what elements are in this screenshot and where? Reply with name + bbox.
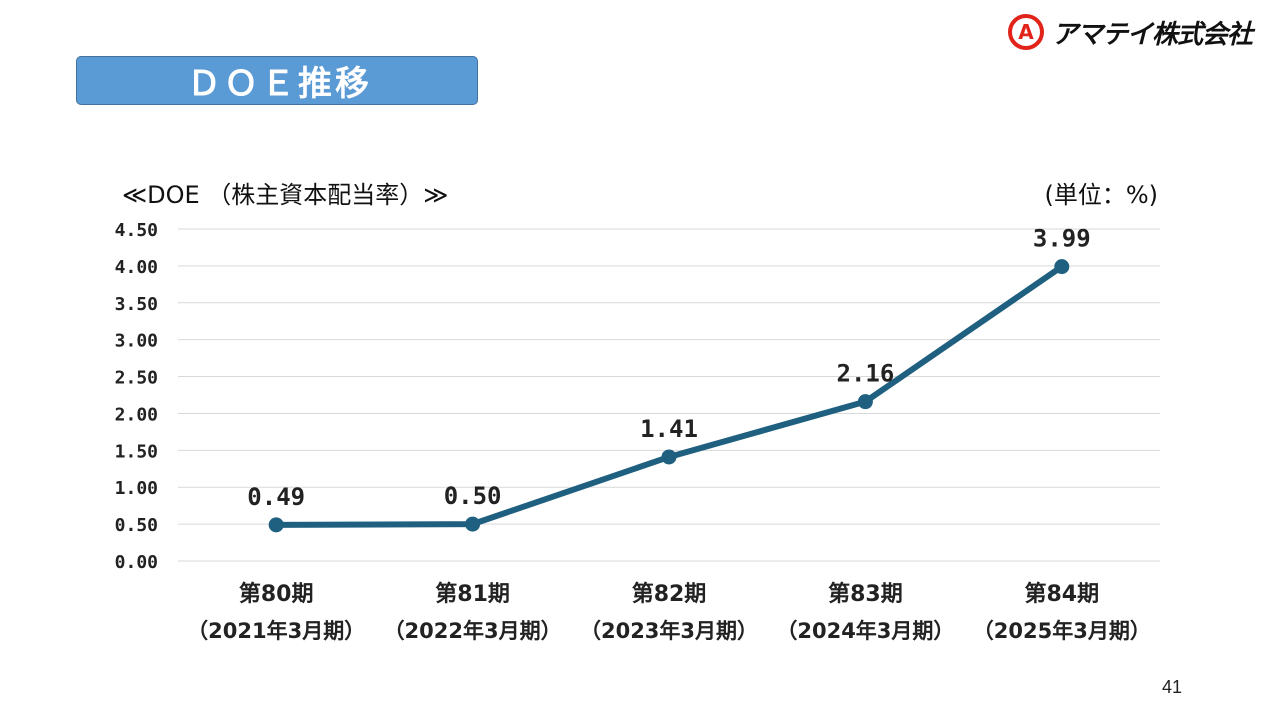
y-tick-label: 1.00 xyxy=(115,478,158,499)
data-point xyxy=(661,449,677,465)
x-category-label: 第80期 xyxy=(239,581,314,607)
data-label: 3.99 xyxy=(1033,225,1091,253)
y-tick-label: 4.50 xyxy=(115,220,158,241)
data-point xyxy=(465,516,481,532)
data-label: 0.49 xyxy=(247,483,305,511)
y-tick-label: 2.00 xyxy=(115,404,158,425)
data-point xyxy=(1054,259,1070,275)
logo-a-icon: A xyxy=(1007,14,1044,50)
y-tick-label: 3.00 xyxy=(115,331,158,352)
y-tick-label: 3.50 xyxy=(115,294,158,315)
chart-title: ≪DOE （株主資本配当率）≫ xyxy=(122,181,449,209)
x-category-label: 第82期 xyxy=(632,581,707,607)
x-category-sublabel: （2022年3月期） xyxy=(384,619,562,643)
x-category-sublabel: （2021年3月期） xyxy=(187,619,365,643)
slide-title-box: ＤＯＥ推移 xyxy=(76,56,478,105)
y-tick-label: 0.00 xyxy=(115,552,158,573)
y-tick-label: 4.00 xyxy=(115,257,158,278)
page-number: 41 xyxy=(1161,677,1182,697)
x-category-label: 第81期 xyxy=(435,581,510,607)
y-tick-label: 0.50 xyxy=(115,515,158,536)
y-tick-label: 2.50 xyxy=(115,368,158,389)
slide-title: ＤＯＥ推移 xyxy=(187,64,372,104)
chart-unit-label: (単位：%) xyxy=(1044,181,1158,209)
x-category-sublabel: （2023年3月期） xyxy=(580,619,758,643)
company-logo: A アマテイ株式会社 xyxy=(1007,10,1253,54)
data-point xyxy=(268,517,284,533)
series-line xyxy=(273,263,1065,528)
data-label: 2.16 xyxy=(837,360,895,388)
x-category-sublabel: （2025年3月期） xyxy=(973,619,1151,643)
x-category-label: 第83期 xyxy=(828,581,903,607)
x-category-sublabel: （2024年3月期） xyxy=(776,619,954,643)
x-category-label: 第84期 xyxy=(1024,581,1099,607)
data-label: 1.41 xyxy=(640,415,698,443)
y-tick-label: 1.50 xyxy=(115,441,158,462)
company-name: アマテイ株式会社 xyxy=(1051,19,1253,50)
data-point xyxy=(857,394,873,410)
data-label: 0.50 xyxy=(444,482,502,510)
